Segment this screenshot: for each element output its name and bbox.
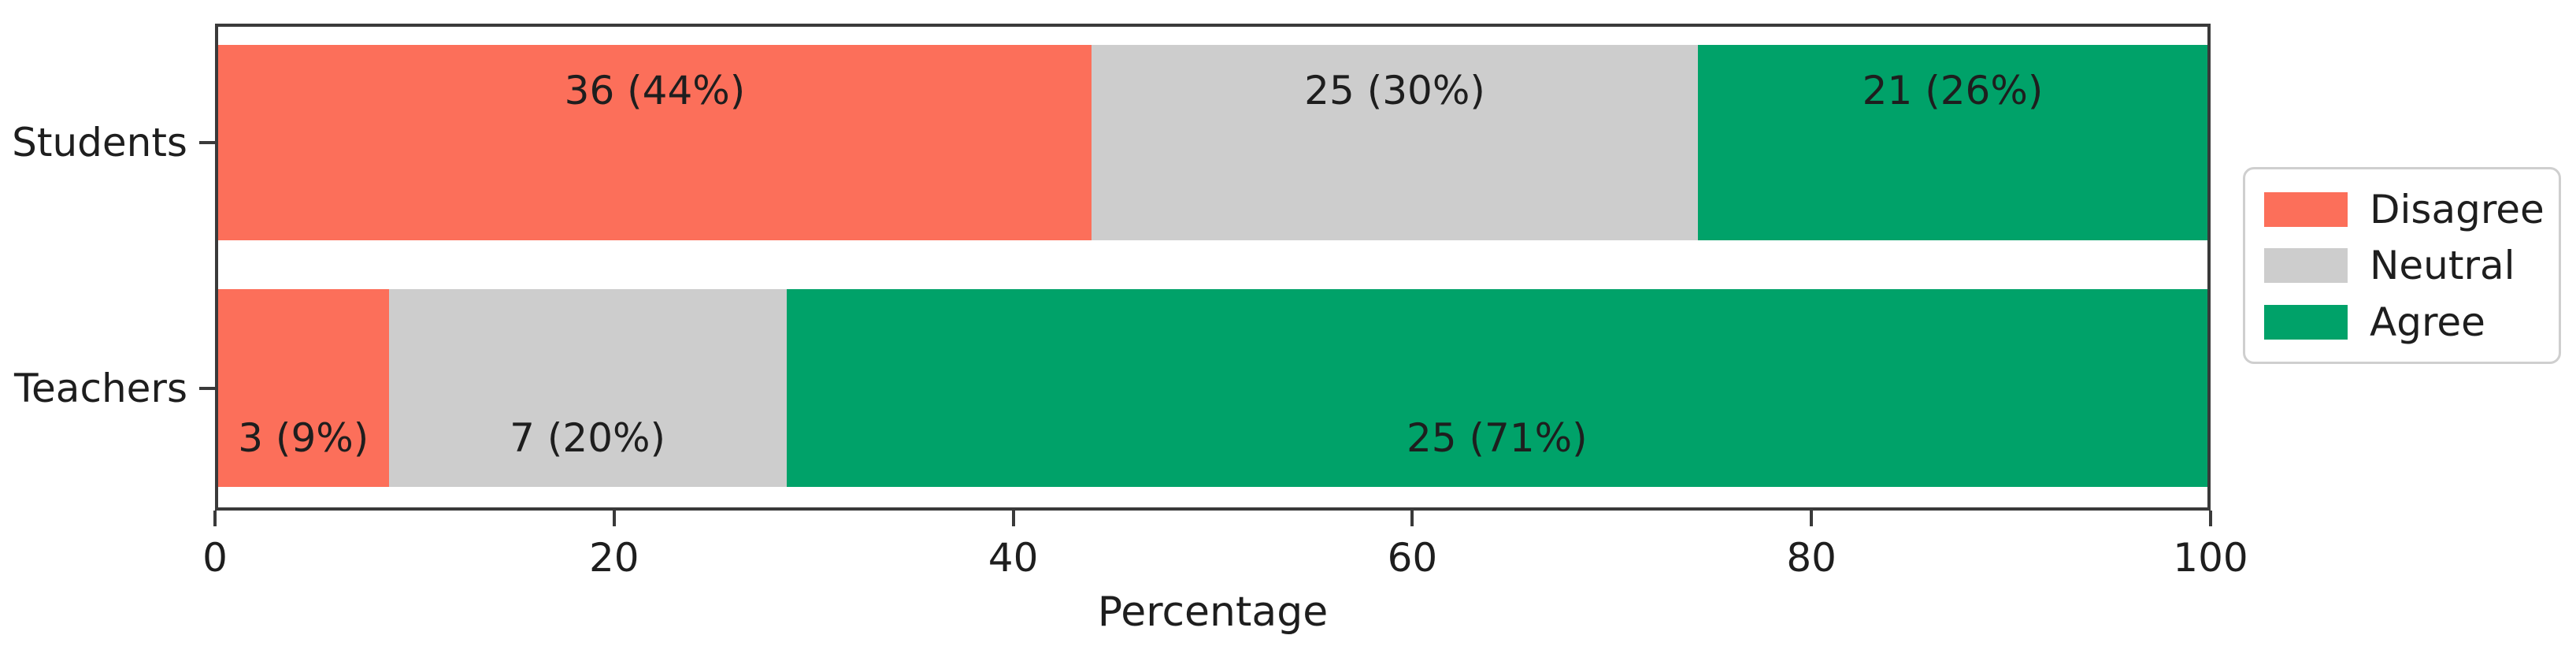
bar-segment-neutral-students: 25 (30%) bbox=[1091, 45, 1699, 240]
x-tick-mark-60 bbox=[1410, 511, 1414, 526]
x-tick-mark-40 bbox=[1011, 511, 1015, 526]
bar-row-teachers: 3 (9%) 7 (20%) 25 (71%) bbox=[218, 289, 2207, 487]
x-tick-label-80: 80 bbox=[1786, 535, 1837, 581]
y-axis-category-label-students: Students bbox=[12, 120, 187, 165]
bar-segment-disagree-teachers: 3 (9%) bbox=[218, 289, 389, 487]
bar-value-label-disagree-teachers: 3 (9%) bbox=[238, 415, 369, 461]
legend-swatch-neutral bbox=[2264, 248, 2348, 283]
bar-segment-agree-teachers: 25 (71%) bbox=[786, 289, 2207, 487]
legend-label-disagree: Disagree bbox=[2370, 186, 2544, 232]
bar-segment-agree-students: 21 (26%) bbox=[1698, 45, 2207, 240]
x-tick-mark-0 bbox=[213, 511, 217, 526]
bar-row-students: 36 (44%) 25 (30%) 21 (26%) bbox=[218, 45, 2207, 240]
x-tick-label-60: 60 bbox=[1387, 535, 1438, 581]
bar-value-label-agree-students: 21 (26%) bbox=[1862, 68, 2044, 113]
legend-label-neutral: Neutral bbox=[2370, 243, 2515, 288]
bar-value-label-agree-teachers: 25 (71%) bbox=[1406, 415, 1588, 461]
legend-item-agree: Agree bbox=[2245, 301, 2559, 344]
y-axis-category-label-teachers: Teachers bbox=[14, 365, 187, 411]
x-tick-mark-100 bbox=[2209, 511, 2212, 526]
x-axis-title: Percentage bbox=[1097, 589, 1329, 636]
x-tick-label-0: 0 bbox=[202, 535, 228, 581]
y-tick-mark-students bbox=[199, 141, 215, 144]
bar-segment-disagree-students: 36 (44%) bbox=[218, 45, 1092, 240]
y-tick-mark-teachers bbox=[199, 386, 215, 390]
legend-swatch-disagree bbox=[2264, 191, 2348, 227]
bar-value-label-disagree-students: 36 (44%) bbox=[564, 68, 746, 113]
legend-item-disagree: Disagree bbox=[2245, 188, 2559, 231]
legend-item-neutral: Neutral bbox=[2245, 244, 2559, 287]
plot-area: 36 (44%) 25 (30%) 21 (26%) 3 (9%) 7 (20%) 25 … bbox=[215, 24, 2211, 511]
x-tick-mark-80 bbox=[1810, 511, 1814, 526]
x-tick-mark-20 bbox=[612, 511, 616, 526]
x-tick-label-40: 40 bbox=[988, 535, 1039, 581]
bar-value-label-neutral-teachers: 7 (20%) bbox=[510, 415, 666, 461]
legend-swatch-agree bbox=[2264, 304, 2348, 340]
legend-label-agree: Agree bbox=[2370, 299, 2485, 345]
bar-value-label-neutral-students: 25 (30%) bbox=[1304, 68, 1485, 113]
x-tick-label-20: 20 bbox=[588, 535, 639, 581]
bar-segment-neutral-teachers: 7 (20%) bbox=[388, 289, 787, 487]
legend: Disagree Neutral Agree bbox=[2243, 167, 2561, 364]
x-tick-label-100: 100 bbox=[2173, 535, 2248, 581]
